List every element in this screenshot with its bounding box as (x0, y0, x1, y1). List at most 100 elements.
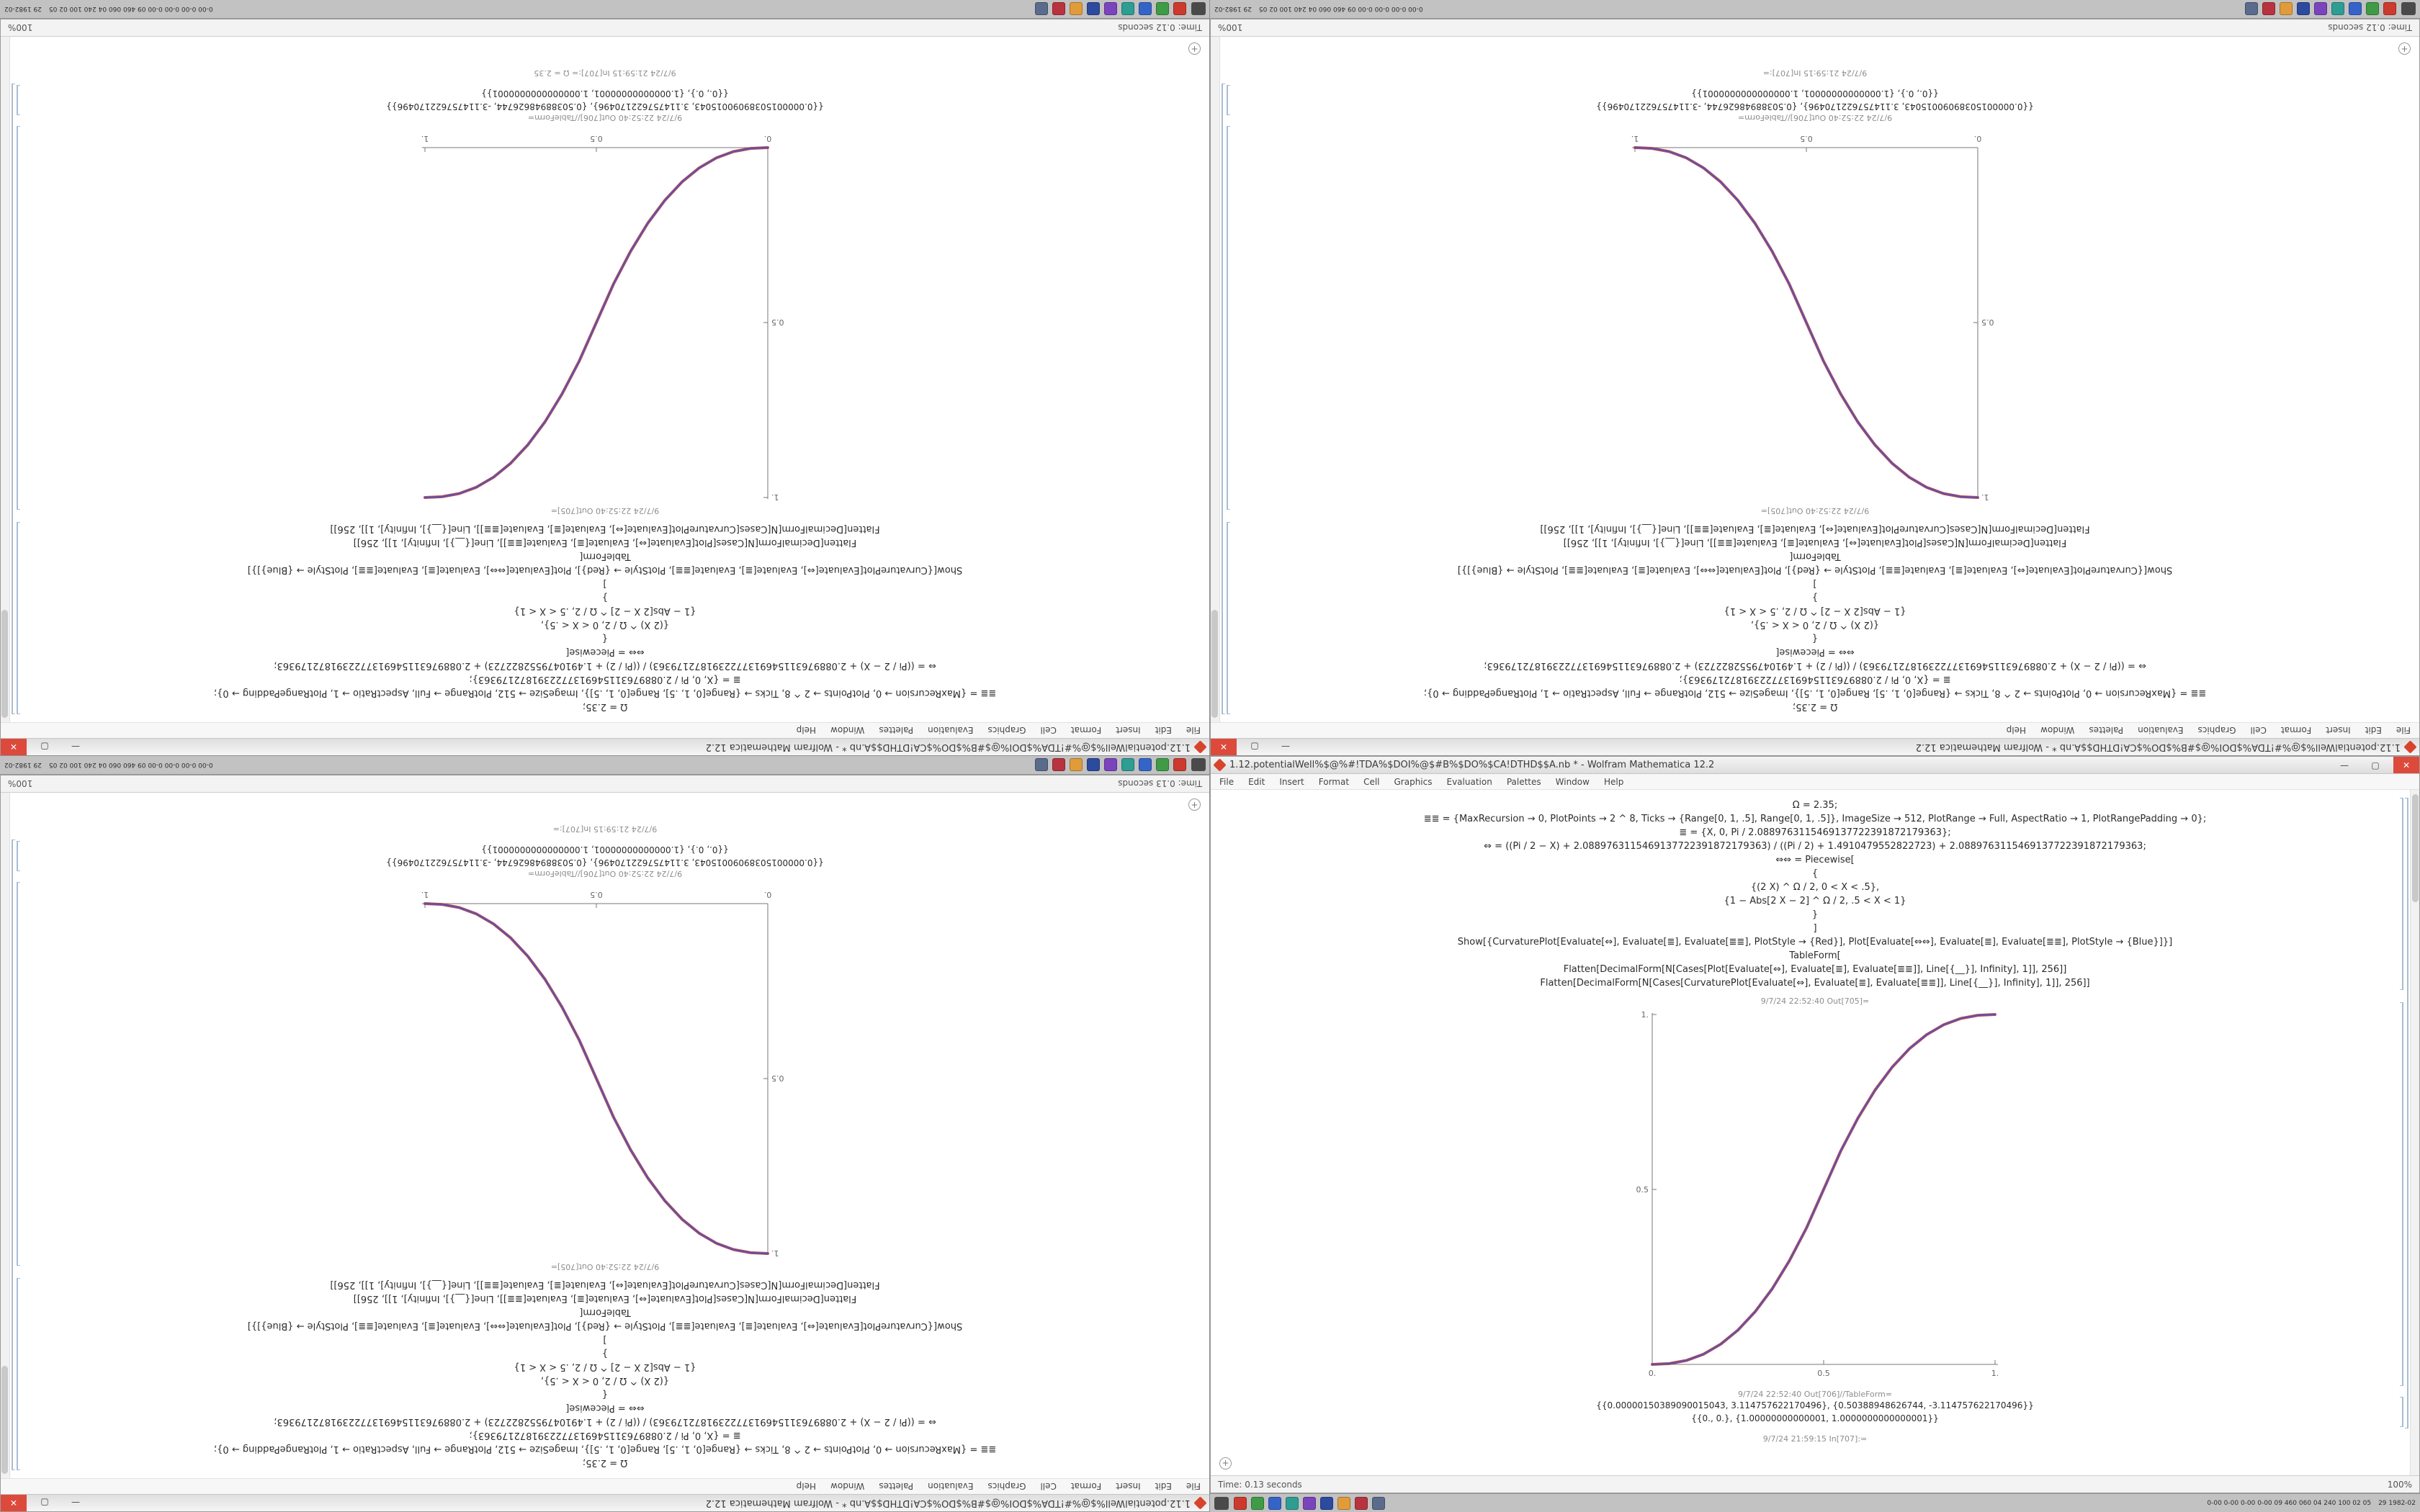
notebook-area[interactable]: Ω = 2.35; ≣≣ = {MaxRecursion → 0, PlotPoi… (1, 793, 1209, 1478)
sigmoid-plot[interactable]: 0. 0.5 1. 0.5 1. (418, 885, 792, 1259)
menu-item-evaluation[interactable]: Evaluation (928, 725, 974, 736)
code-line[interactable]: } (1811, 909, 1819, 920)
scrollbar-thumb[interactable] (1211, 610, 1218, 718)
code-line[interactable]: ⇔⇔ = Piecewise[ (565, 1403, 645, 1413)
cell-bracket[interactable] (17, 1278, 20, 1470)
code-cell[interactable]: Ω = 2.35; ≣≣ = {MaxRecursion → 0, PlotPoi… (1211, 790, 2419, 990)
code-line[interactable]: {1 − Abs[2 X − 2] ^ Ω / 2, .5 < X < 1} (514, 1362, 696, 1372)
app-slate-icon[interactable] (2245, 2, 2258, 16)
code-line[interactable]: Flatten[DecimalForm[N[Cases[CurvaturePlo… (330, 1279, 880, 1290)
menu-item-format[interactable]: Format (1070, 725, 1102, 736)
code-line[interactable]: ≣ = {X, 0, Pi / 2.0889763115469137722391… (1679, 674, 1951, 685)
app-orange-icon[interactable] (1070, 2, 1083, 16)
close-button[interactable]: ✕ (1, 739, 27, 755)
cell-bracket[interactable] (2400, 798, 2403, 990)
assistant-plus-icon[interactable]: + (1188, 798, 1201, 811)
menu-item-edit[interactable]: Edit (1155, 725, 1172, 736)
plot-cell[interactable]: 0. 0.5 1. 0.5 1. (1628, 129, 2002, 503)
cell-bracket[interactable] (2405, 798, 2408, 1429)
notebook-area[interactable]: Ω = 2.35; ≣≣ = {MaxRecursion → 0, PlotPoi… (1, 37, 1209, 722)
code-line[interactable]: Ω = 2.35; (1792, 800, 1838, 811)
minimize-button[interactable]: — (71, 1498, 80, 1508)
minimize-button[interactable]: — (2340, 760, 2349, 770)
menu-item-help[interactable]: Help (1603, 776, 1624, 787)
code-line[interactable]: {1 − Abs[2 X − 2] ^ Ω / 2, .5 < X < 1} (1724, 606, 1906, 616)
code-line[interactable]: Show[{CurvaturePlot[Evaluate[⇔], Evaluat… (1457, 564, 2173, 575)
code-line[interactable]: { (1811, 868, 1819, 879)
close-button[interactable]: ✕ (2393, 757, 2419, 773)
code-line[interactable]: ] (1813, 923, 1817, 934)
app-crimson-icon[interactable] (1355, 1496, 1368, 1510)
menu-item-window[interactable]: Window (2040, 725, 2075, 736)
code-line[interactable]: ≣≣ = {MaxRecursion → 0, PlotPoints → 2 ^… (1423, 814, 2207, 824)
code-line[interactable]: TableForm[ (579, 1307, 631, 1318)
code-line[interactable]: ⇔⇔ = Piecewise[ (1775, 647, 1855, 657)
taskbar-clock[interactable]: 29 1982-02 (2378, 1499, 2416, 1507)
vertical-scrollbar[interactable] (1211, 37, 1220, 722)
code-line[interactable]: } (601, 592, 609, 603)
app-green-icon[interactable] (1251, 1496, 1264, 1510)
app-blue-icon[interactable] (2349, 2, 2362, 16)
app-green-icon[interactable] (1156, 758, 1169, 772)
code-line[interactable]: {1 − Abs[2 X − 2] ^ Ω / 2, .5 < X < 1} (1724, 896, 1906, 906)
app-red-icon[interactable] (1173, 758, 1186, 772)
menu-item-palettes[interactable]: Palettes (1506, 776, 1541, 787)
app-orange-icon[interactable] (1337, 1496, 1350, 1510)
code-line[interactable]: ≣ = {X, 0, Pi / 2.0889763115469137722391… (469, 674, 741, 685)
start-button[interactable] (1214, 1496, 1229, 1510)
assistant-plus-icon[interactable]: + (1188, 42, 1201, 55)
menu-item-evaluation[interactable]: Evaluation (1446, 776, 1492, 787)
cell-bracket[interactable] (17, 522, 20, 714)
app-purple-icon[interactable] (1104, 758, 1117, 772)
app-green-icon[interactable] (1156, 2, 1169, 16)
menu-item-format[interactable]: Format (1070, 1481, 1102, 1492)
code-line[interactable]: ⇔ = ((Pi / 2 − X) + 2.088976311546913772… (274, 660, 936, 671)
taskbar-clock[interactable]: 29 1982-02 (4, 761, 42, 769)
status-zoom[interactable]: 100% (2387, 1479, 2412, 1490)
maximize-button[interactable]: ▢ (1250, 742, 1259, 752)
cell-bracket[interactable] (1227, 522, 1230, 714)
cell-bracket[interactable] (1227, 125, 1230, 510)
app-green-icon[interactable] (2366, 2, 2379, 16)
start-button[interactable] (2401, 2, 2416, 16)
minimize-button[interactable]: — (1281, 742, 1290, 752)
maximize-button[interactable]: ▢ (40, 1498, 49, 1508)
vertical-scrollbar[interactable] (1, 37, 10, 722)
vertical-scrollbar[interactable] (1, 793, 10, 1478)
scrollbar-thumb[interactable] (1, 1366, 8, 1474)
code-line[interactable]: { (601, 633, 609, 644)
code-line[interactable]: ⇔⇔ = Piecewise[ (1775, 855, 1855, 865)
menu-item-window[interactable]: Window (830, 1481, 865, 1492)
code-line[interactable]: {(2 X) ^ Ω / 2, 0 < X < .5}, (1750, 619, 1880, 630)
menu-item-insert[interactable]: Insert (1116, 725, 1141, 736)
menu-item-evaluation[interactable]: Evaluation (928, 1481, 974, 1492)
menu-item-help[interactable]: Help (796, 725, 817, 736)
code-line[interactable]: Flatten[DecimalForm[N[Cases[CurvaturePlo… (1540, 523, 2090, 534)
menu-item-edit[interactable]: Edit (1248, 776, 1265, 787)
code-line[interactable]: ⇔ = ((Pi / 2 − X) + 2.088976311546913772… (1484, 841, 2146, 852)
code-cell[interactable]: Ω = 2.35; ≣≣ = {MaxRecursion → 0, PlotPoi… (1211, 522, 2419, 722)
cell-bracket[interactable] (17, 125, 20, 510)
code-line[interactable]: TableForm[ (579, 551, 631, 562)
window-titlebar[interactable]: 1.12.potentialWell%$@%#!TDA%$DOI%@$#B%$D… (1211, 738, 2419, 755)
menu-item-graphics[interactable]: Graphics (987, 725, 1026, 736)
code-line[interactable]: Ω = 2.35; (582, 701, 628, 712)
menu-item-insert[interactable]: Insert (1116, 1481, 1141, 1492)
menu-item-evaluation[interactable]: Evaluation (2138, 725, 2184, 736)
menu-item-insert[interactable]: Insert (1279, 776, 1304, 787)
menu-item-palettes[interactable]: Palettes (879, 1481, 914, 1492)
assistant-plus-icon[interactable]: + (1219, 1457, 1232, 1470)
code-line[interactable]: ] (603, 578, 607, 589)
code-line[interactable]: Ω = 2.35; (582, 1457, 628, 1468)
app-teal-icon[interactable] (1121, 758, 1134, 772)
minimize-button[interactable]: — (71, 742, 80, 752)
code-cell[interactable]: Ω = 2.35; ≣≣ = {MaxRecursion → 0, PlotPoi… (1, 1278, 1209, 1478)
code-line[interactable]: {(2 X) ^ Ω / 2, 0 < X < .5}, (540, 1375, 670, 1386)
cell-bracket[interactable] (17, 881, 20, 1266)
app-slate-icon[interactable] (1035, 2, 1048, 16)
menu-item-help[interactable]: Help (2006, 725, 2027, 736)
sigmoid-plot[interactable]: 0. 0.5 1. 0.5 1. (1628, 129, 2002, 503)
cell-bracket[interactable] (17, 840, 20, 872)
menu-item-graphics[interactable]: Graphics (987, 1481, 1026, 1492)
menu-item-file[interactable]: File (1186, 725, 1201, 736)
